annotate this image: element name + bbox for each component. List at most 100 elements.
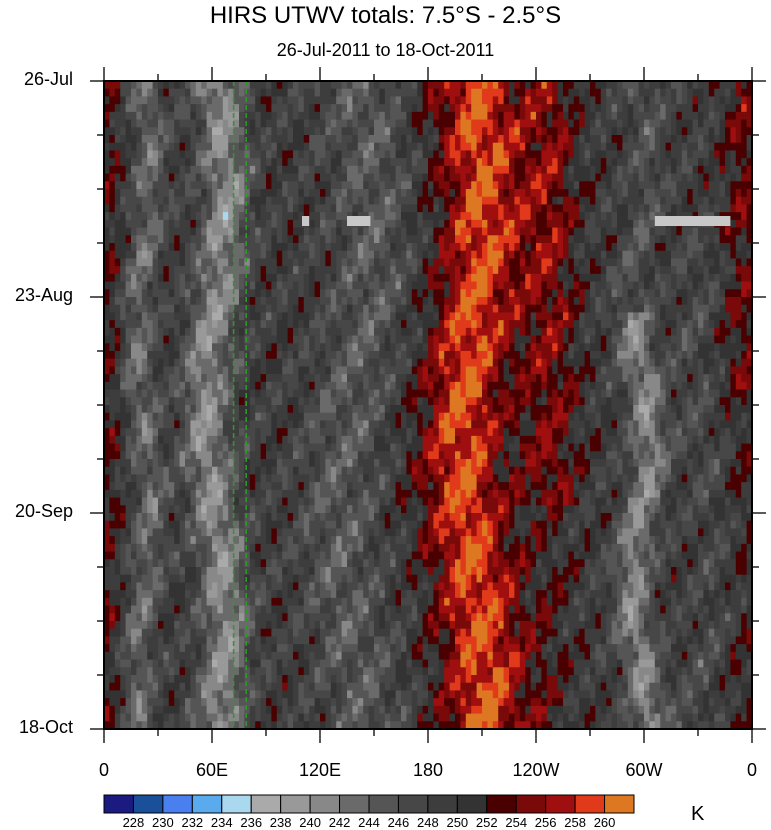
heatmap-cell <box>584 135 591 144</box>
heatmap-cell <box>482 165 488 175</box>
heatmap-cell <box>444 142 451 152</box>
heatmap-cell <box>109 88 116 98</box>
heatmap-cell <box>163 304 170 314</box>
heatmap-cell <box>692 111 699 121</box>
heatmap-cell <box>541 165 548 175</box>
heatmap-cell <box>276 258 283 267</box>
heatmap-cell <box>730 165 737 175</box>
heatmap-cell <box>136 312 143 321</box>
heatmap-cell <box>428 297 434 306</box>
heatmap-cell <box>233 189 240 198</box>
heatmap-cell <box>406 204 413 213</box>
heatmap-cell <box>514 297 521 306</box>
heatmap-cell <box>746 381 752 391</box>
heatmap-cell <box>325 135 332 144</box>
heatmap-cell <box>152 243 159 252</box>
heatmap-cell <box>136 189 143 198</box>
heatmap-cell <box>476 88 483 98</box>
heatmap-cell <box>363 127 370 136</box>
heatmap-cell <box>314 88 321 98</box>
heatmap-cell <box>266 127 272 136</box>
heatmap-cell <box>255 104 262 113</box>
heatmap-cell <box>546 366 553 375</box>
heatmap-cell <box>141 258 148 267</box>
heatmap-cell <box>671 273 677 283</box>
heatmap-cell <box>147 281 154 290</box>
heatmap-cell <box>212 88 218 98</box>
heatmap-cell <box>120 181 127 190</box>
heatmap-cell <box>498 150 505 159</box>
heatmap-cell <box>368 304 375 314</box>
heatmap-cell <box>449 173 456 182</box>
heatmap-cell <box>708 366 715 375</box>
heatmap-cell <box>249 158 256 167</box>
heatmap-cell <box>563 204 569 213</box>
heatmap-cell <box>422 181 429 190</box>
heatmap-cell <box>104 173 110 182</box>
heatmap-cell <box>471 397 478 406</box>
heatmap-cell <box>271 135 278 144</box>
heatmap-cell <box>590 366 596 375</box>
heatmap-cell <box>741 104 748 113</box>
heatmap-cell <box>217 235 224 244</box>
heatmap-cell <box>379 227 386 236</box>
heatmap-cell <box>352 158 359 167</box>
heatmap-cell <box>433 258 440 267</box>
heatmap-cell <box>141 104 148 113</box>
heatmap-cell <box>584 366 591 375</box>
heatmap-cell <box>671 258 677 267</box>
heatmap-cell <box>530 142 537 152</box>
heatmap-cell <box>195 343 202 352</box>
heatmap-cell <box>428 343 434 352</box>
heatmap-cell <box>568 204 575 213</box>
heatmap-cell <box>579 158 586 167</box>
heatmap-cell <box>590 297 596 306</box>
heatmap-cell <box>703 304 710 314</box>
heatmap-cell <box>357 81 364 90</box>
heatmap-cell <box>638 281 645 290</box>
heatmap-cell <box>255 235 262 244</box>
heatmap-cell <box>303 397 310 406</box>
heatmap-cell <box>654 351 661 360</box>
heatmap-cell <box>244 358 251 368</box>
heatmap-cell <box>595 266 602 275</box>
heatmap-cell <box>503 96 510 105</box>
heatmap-cell <box>330 104 337 113</box>
heatmap-cell <box>579 374 586 383</box>
heatmap-cell <box>147 127 154 136</box>
heatmap-cell <box>541 273 548 283</box>
heatmap-cell <box>530 250 537 260</box>
heatmap-cell <box>536 266 542 275</box>
heatmap-cell <box>406 227 413 236</box>
heatmap-cell <box>665 343 672 352</box>
heatmap-cell <box>568 165 575 175</box>
heatmap-cell <box>730 181 737 190</box>
heatmap-cell <box>541 181 548 190</box>
heatmap-cell <box>303 335 310 344</box>
heatmap-cell <box>654 258 661 267</box>
heatmap-cell <box>233 250 240 260</box>
heatmap-cell <box>552 150 559 159</box>
heatmap-cell <box>530 389 537 398</box>
heatmap-cell <box>438 258 445 267</box>
heatmap-cell <box>541 281 548 290</box>
heatmap-cell <box>320 374 326 383</box>
heatmap-cell <box>239 320 245 329</box>
heatmap-cell <box>654 374 661 383</box>
heatmap-cell <box>644 389 650 398</box>
heatmap-cell <box>557 81 564 90</box>
heatmap-cell <box>471 289 478 298</box>
heatmap-cell <box>492 273 499 283</box>
heatmap-cell <box>206 219 213 229</box>
heatmap-cell <box>390 189 397 198</box>
heatmap-cell <box>600 227 607 236</box>
heatmap-cell <box>482 212 488 221</box>
heatmap-cell <box>546 381 553 391</box>
heatmap-cell <box>330 119 337 128</box>
heatmap-cell <box>293 304 299 314</box>
heatmap-cell <box>487 397 494 406</box>
heatmap-cell <box>168 88 175 98</box>
heatmap-cell <box>363 243 370 252</box>
heatmap-cell <box>654 127 661 136</box>
heatmap-cell <box>541 235 548 244</box>
